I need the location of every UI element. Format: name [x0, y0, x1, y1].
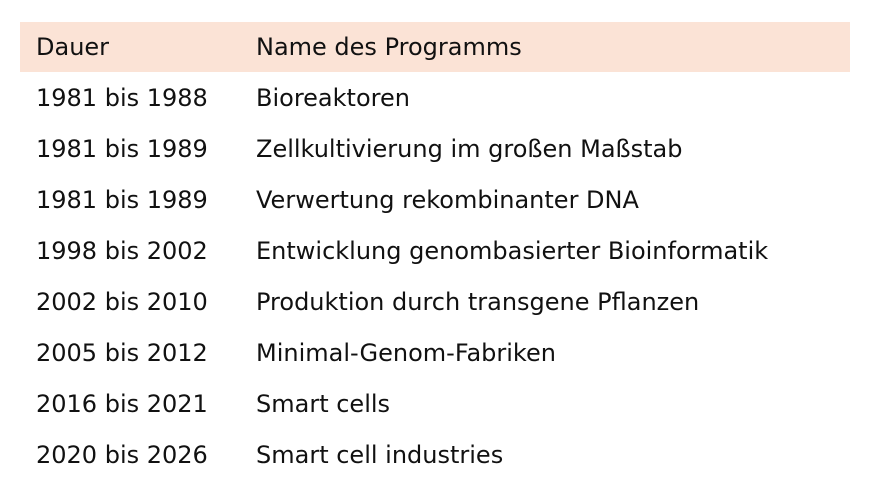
duration-cell: 2005 bis 2012 [36, 338, 208, 367]
table-row: 2005 bis 2012 Minimal-Genom-Fabriken [20, 327, 850, 378]
table-row: 2016 bis 2021 Smart cells [20, 378, 850, 429]
table-row: 1981 bis 1989 Verwertung rekombinanter DN… [20, 174, 850, 225]
duration-cell: 2002 bis 2010 [36, 287, 208, 316]
program-cell: Produktion durch transgene Pflanzen [256, 287, 700, 316]
program-cell: Smart cells [256, 389, 391, 418]
program-cell: Bioreaktoren [256, 83, 410, 112]
program-table: Dauer Name des Programms 1981 bis 1988 Bi… [20, 22, 850, 480]
program-cell: Verwertung rekombinanter DNA [256, 185, 639, 214]
duration-cell: 2020 bis 2026 [36, 440, 208, 469]
duration-cell: 1998 bis 2002 [36, 236, 208, 265]
program-cell: Zellkultivierung im großen Maßstab [256, 134, 683, 163]
program-cell: Entwicklung genombasierter Bioinformatik [256, 236, 769, 265]
header-cell: Name des Programms [256, 33, 522, 61]
duration-cell: 1981 bis 1988 [36, 83, 208, 112]
table-body: 1981 bis 1988 Bioreaktoren 1981 bis 1989 Ze… [20, 72, 850, 480]
header-cell: Dauer [36, 33, 110, 61]
table-row: 1981 bis 1989 Zellkultivierung im großen … [20, 123, 850, 174]
program-cell: Minimal-Genom-Fabriken [256, 338, 556, 367]
table-row: 1981 bis 1988 Bioreaktoren [20, 72, 850, 123]
duration-cell: 1981 bis 1989 [36, 134, 208, 163]
duration-cell: 2016 bis 2021 [36, 389, 208, 418]
table-row: 1998 bis 2002 Entwicklung genombasierter … [20, 225, 850, 276]
duration-cell: 1981 bis 1989 [36, 185, 208, 214]
table-row: 2020 bis 2026 Smart cell industries [20, 429, 850, 480]
table-row: 2002 bis 2010 Produktion durch transgene … [20, 276, 850, 327]
program-cell: Smart cell industries [256, 440, 504, 469]
header-row: Dauer Name des Programms [20, 22, 850, 72]
